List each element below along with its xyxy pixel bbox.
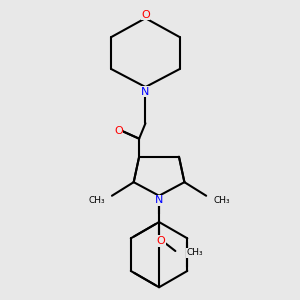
Text: N: N	[155, 195, 163, 205]
Text: O: O	[157, 236, 165, 246]
Text: N: N	[141, 87, 150, 97]
Text: O: O	[114, 125, 123, 136]
Text: CH₃: CH₃	[213, 196, 230, 205]
Text: CH₃: CH₃	[88, 196, 105, 205]
Text: O: O	[141, 10, 150, 20]
Text: CH₃: CH₃	[186, 248, 203, 257]
